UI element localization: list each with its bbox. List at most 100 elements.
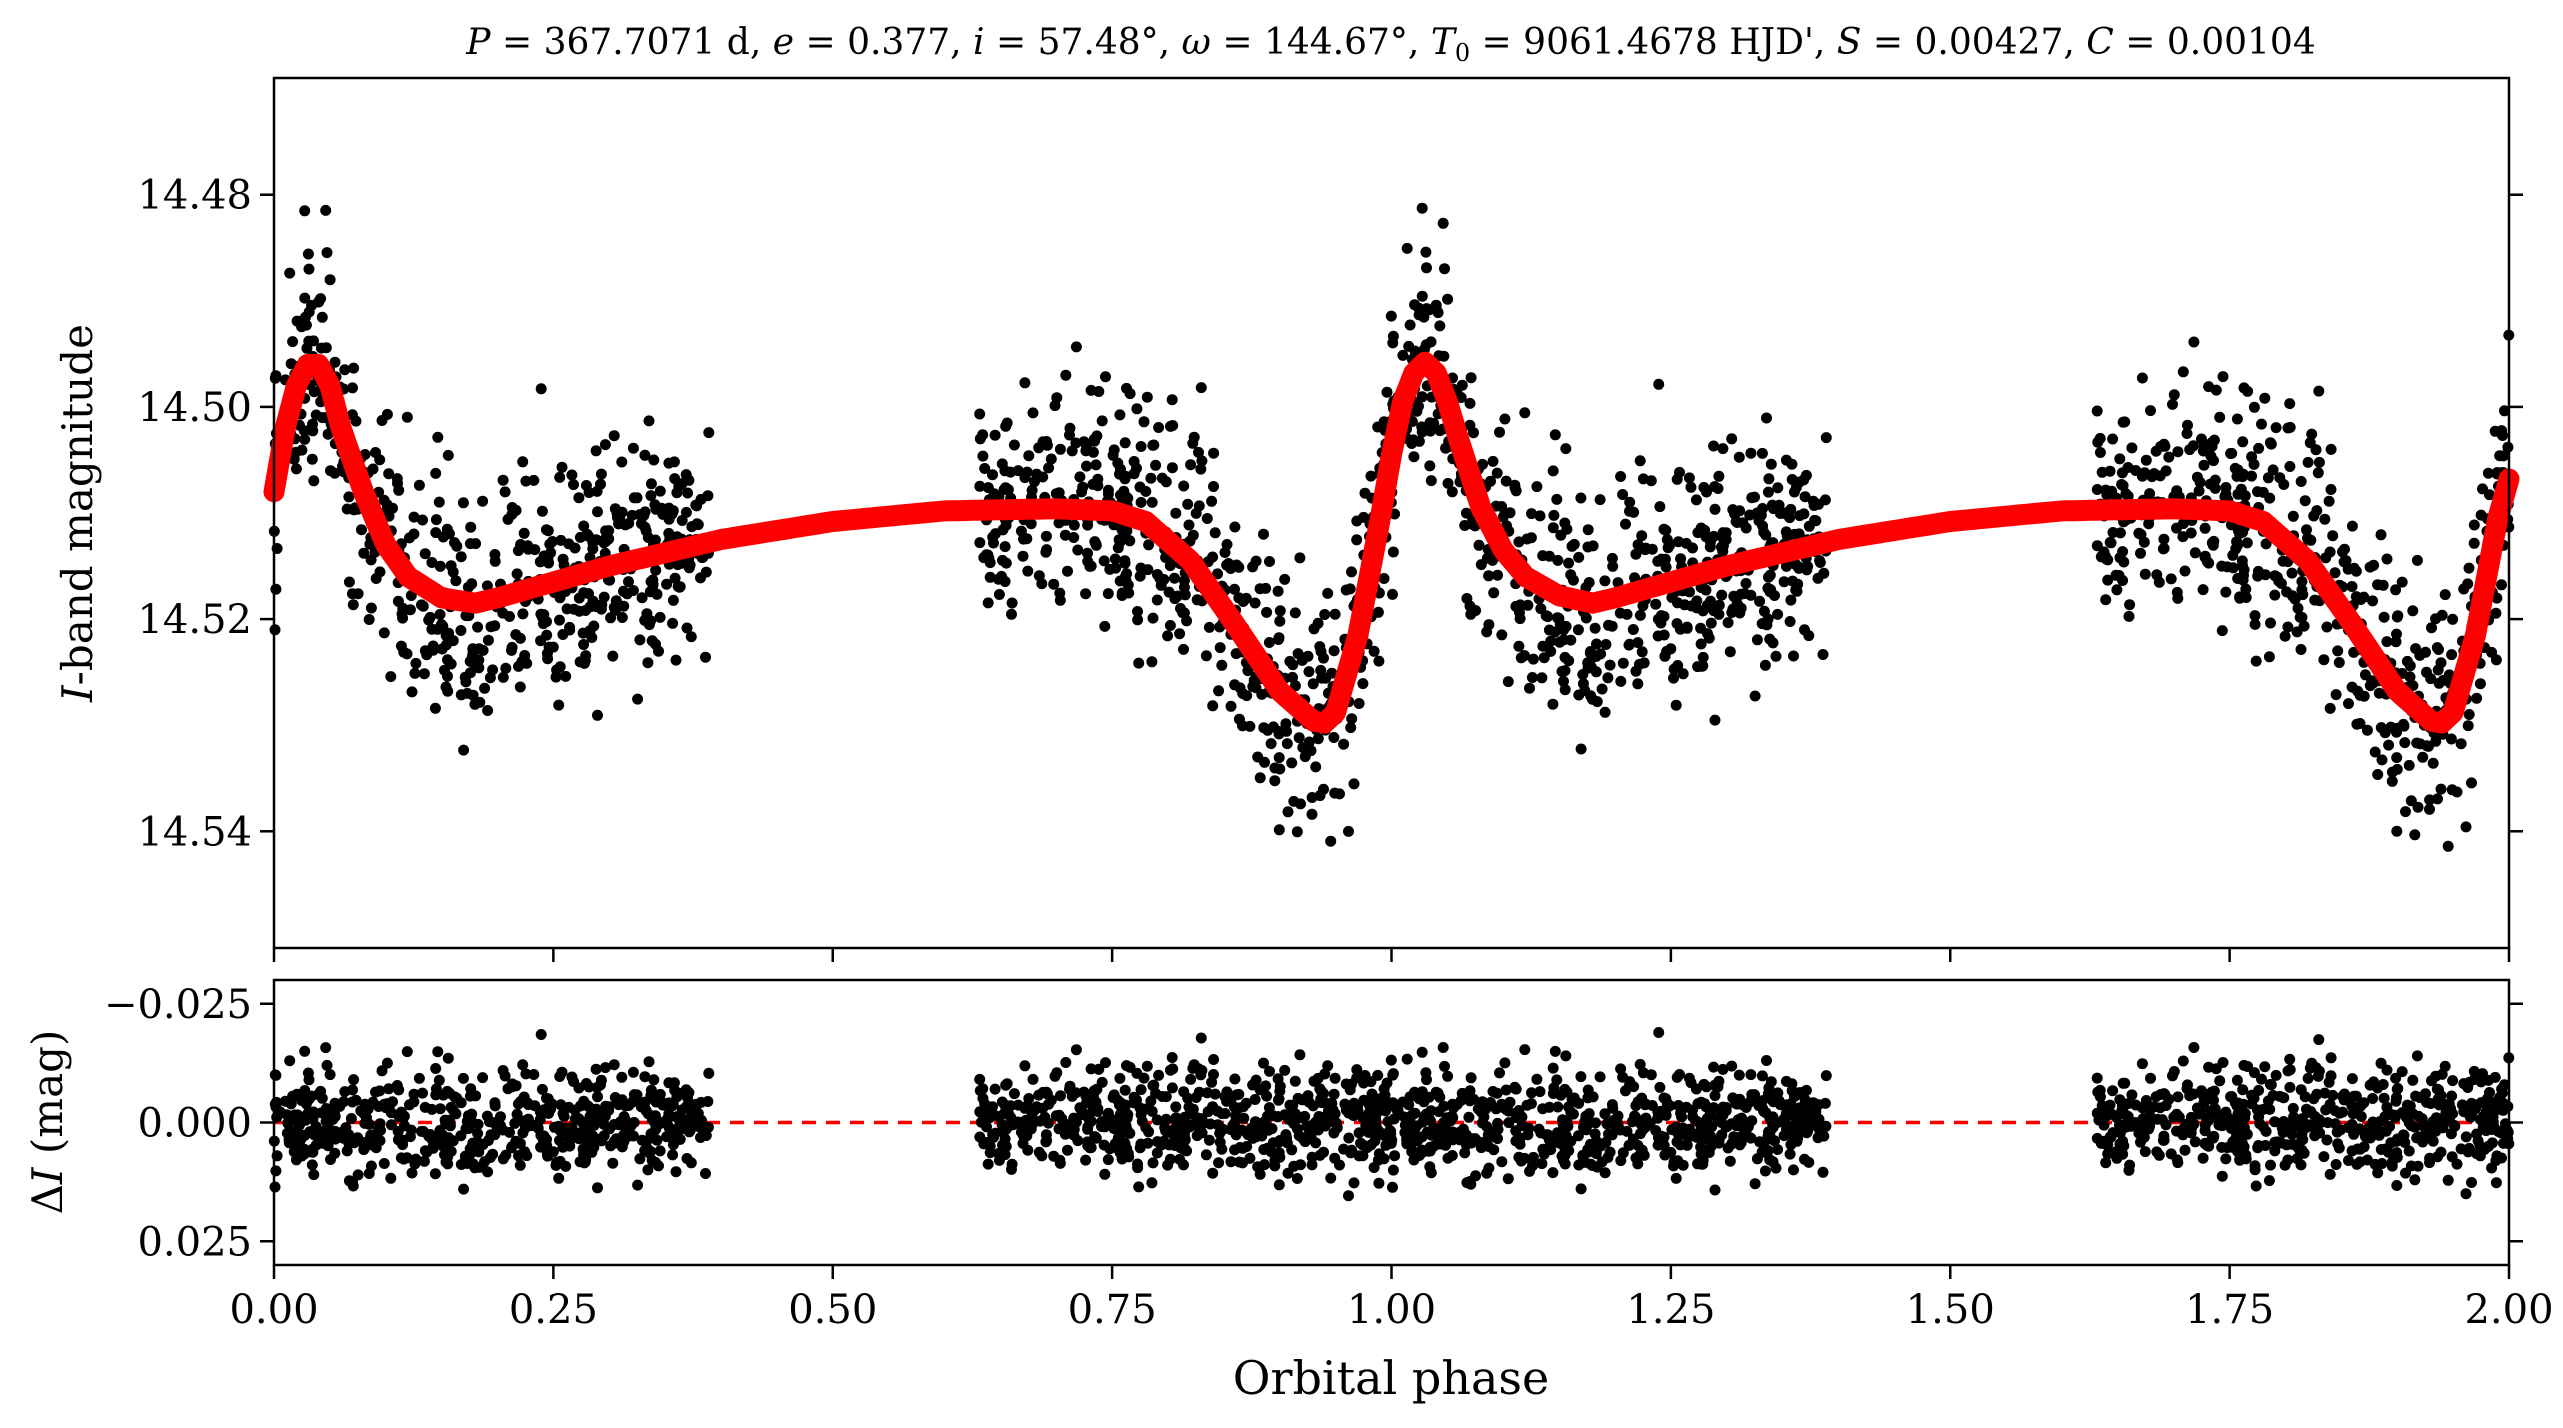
observation-point <box>2330 689 2342 701</box>
observation-point <box>1559 665 1571 677</box>
observation-point <box>536 505 548 517</box>
observation-point <box>2208 455 2219 467</box>
residual-point <box>429 1168 441 1180</box>
observation-point <box>2091 405 2103 417</box>
observation-point <box>2474 678 2486 690</box>
residual-point <box>303 1074 315 1086</box>
observation-point <box>2179 565 2191 577</box>
observation-point <box>1381 386 1393 398</box>
residual-point <box>1158 1135 1170 1147</box>
residual-point <box>1353 1127 1365 1139</box>
residual-point <box>2107 1085 2119 1097</box>
observation-point <box>1780 526 1792 538</box>
residual-point <box>2433 1099 2445 1111</box>
observation-point <box>1080 445 1092 457</box>
observation-point <box>1040 546 1052 558</box>
observation-point <box>600 525 612 537</box>
residual-point <box>1308 1075 1320 1087</box>
observation-point <box>2165 573 2177 585</box>
residual-point <box>1019 1060 1031 1072</box>
residual-point <box>362 1103 374 1115</box>
residual-point <box>1172 1137 1184 1149</box>
observation-point <box>1006 597 1018 609</box>
residual-point <box>528 1069 540 1080</box>
observation-point <box>1632 637 1644 649</box>
observation-point <box>341 503 353 515</box>
residual-point <box>392 1081 403 1093</box>
observation-point <box>1803 630 1815 642</box>
residual-point <box>308 1169 320 1181</box>
observation-point <box>2392 610 2404 622</box>
observation-point <box>1496 629 1508 641</box>
observation-point <box>2325 443 2337 455</box>
residual-point <box>1054 1090 1066 1102</box>
observation-point <box>2122 490 2134 502</box>
observation-point <box>2447 613 2459 625</box>
observation-point <box>2167 398 2178 410</box>
observation-point <box>1264 556 1275 567</box>
residual-point <box>1238 1112 1250 1124</box>
residual-point <box>663 1108 675 1120</box>
observation-point <box>455 625 467 636</box>
residual-point <box>1483 1141 1495 1152</box>
residual-point <box>1114 1072 1126 1084</box>
residual-point <box>381 1057 393 1069</box>
observation-point <box>2270 422 2282 434</box>
residual-point <box>1724 1155 1736 1167</box>
residual-point <box>2234 1154 2246 1166</box>
observation-point <box>2433 644 2444 655</box>
residual-point <box>385 1119 397 1131</box>
observation-point <box>2229 462 2241 474</box>
residual-point <box>1204 1118 1216 1130</box>
residual-point <box>1200 1149 1212 1161</box>
observation-point <box>1416 202 1428 214</box>
residual-point <box>2409 1174 2421 1186</box>
residual-point <box>2380 1125 2392 1137</box>
observation-point <box>1023 450 1035 462</box>
residual-point <box>2391 1151 2403 1163</box>
observation-point <box>681 622 693 634</box>
residual-point <box>2324 1168 2336 1180</box>
observation-point <box>2220 586 2232 598</box>
observation-point <box>1140 485 1152 497</box>
residual-point <box>1409 1086 1421 1098</box>
observation-point <box>499 486 511 498</box>
observation-point <box>1074 471 1086 483</box>
residual-point <box>2311 1122 2323 1134</box>
residual-point <box>1416 1046 1428 1058</box>
observation-point <box>1614 607 1626 619</box>
observation-point <box>2249 618 2261 630</box>
observation-point <box>1116 524 1128 536</box>
residual-point <box>1448 1102 1459 1114</box>
x-tick-label: 1.50 <box>1906 1287 1995 1333</box>
observation-point <box>1033 442 1045 454</box>
residual-point <box>2252 1140 2264 1151</box>
observation-point <box>613 518 625 530</box>
residual-point <box>2460 1131 2472 1143</box>
observation-point <box>1793 528 1805 540</box>
observation-point <box>1288 795 1300 807</box>
observation-point <box>2220 482 2232 493</box>
observation-point <box>1695 638 1707 650</box>
observation-point <box>1134 570 1146 582</box>
observation-point <box>457 497 469 509</box>
residual-point <box>1409 1124 1420 1136</box>
observation-point <box>1153 422 1165 433</box>
residual-point <box>661 1131 673 1143</box>
observation-point <box>307 425 319 437</box>
residual-point <box>1027 1073 1039 1085</box>
residual-point <box>1040 1136 1052 1148</box>
observation-point <box>1237 596 1249 607</box>
residual-point <box>560 1160 572 1172</box>
observation-point <box>2256 418 2267 430</box>
residual-point <box>683 1126 695 1138</box>
residual-point <box>1674 1139 1686 1151</box>
observation-point <box>2325 484 2337 495</box>
observation-point <box>329 356 341 368</box>
observation-point <box>1019 377 1031 389</box>
residual-point <box>398 1153 410 1165</box>
residual-point <box>2367 1093 2379 1104</box>
observation-point <box>1043 462 1055 474</box>
observation-point <box>306 453 318 465</box>
observation-point <box>1191 594 1203 606</box>
